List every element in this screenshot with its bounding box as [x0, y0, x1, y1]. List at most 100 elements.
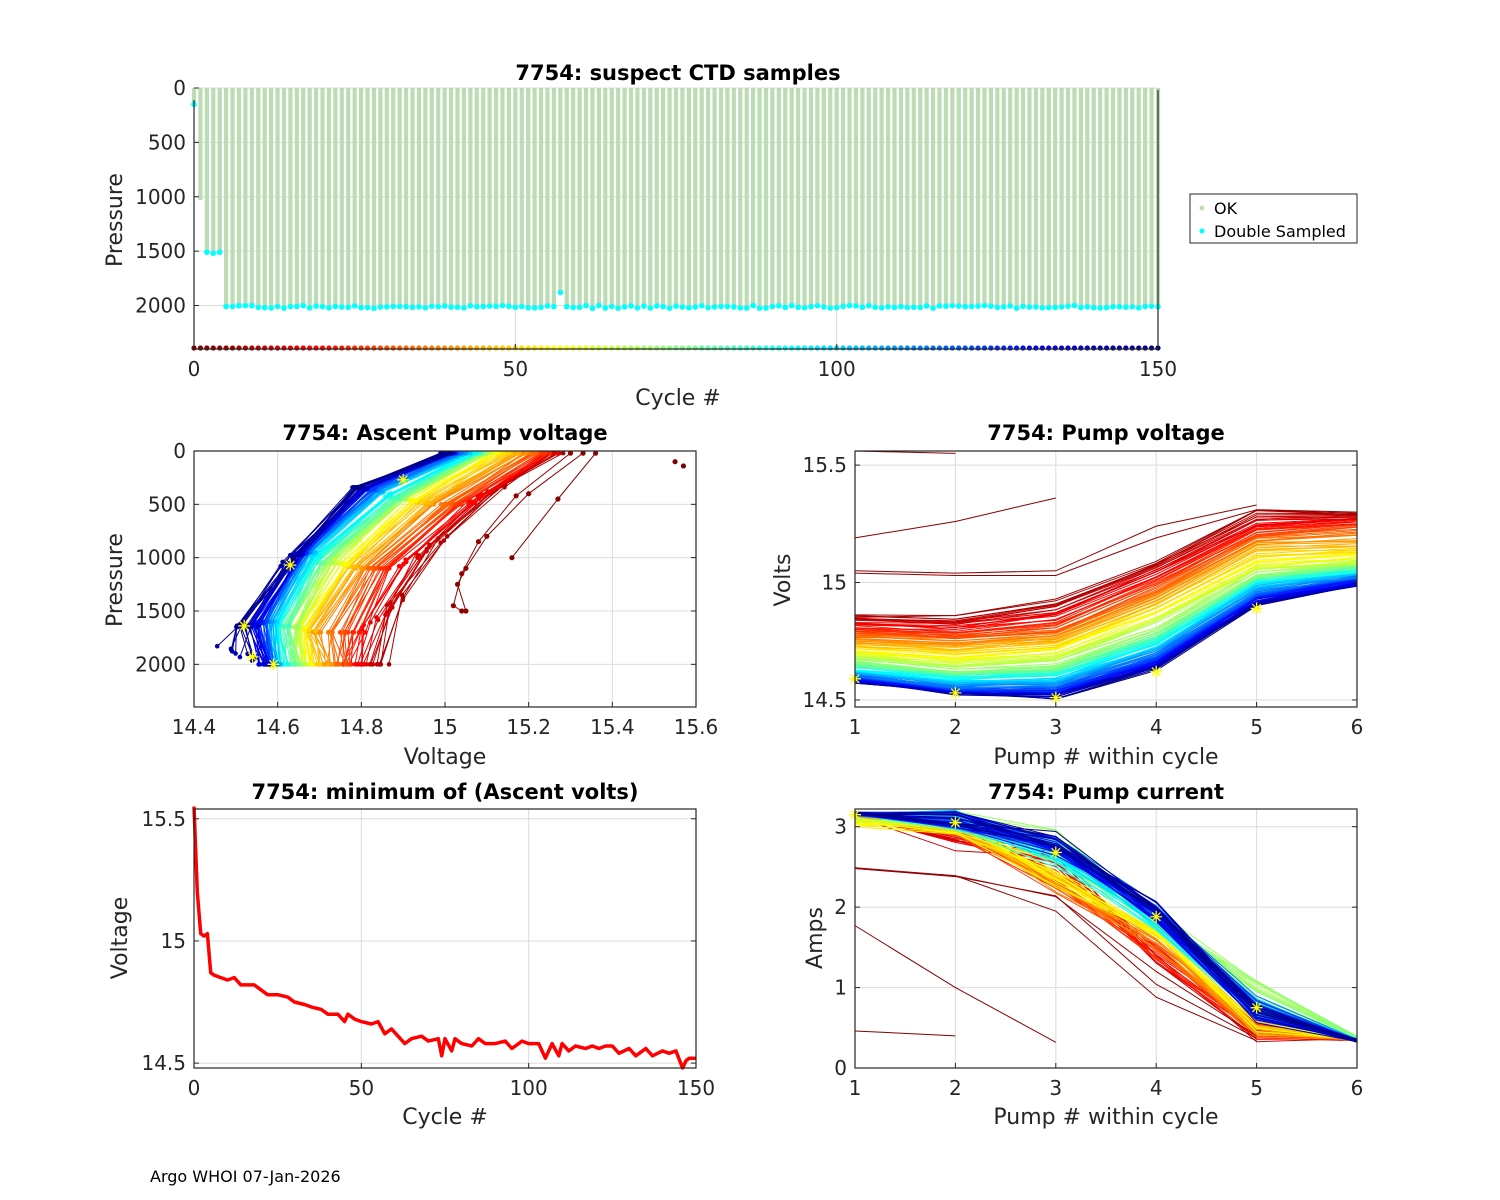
- cycle-marker: [210, 345, 216, 351]
- cycle-marker: [737, 345, 743, 351]
- ok-sample-bar: [262, 88, 267, 307]
- ascent-voltage-point: [280, 559, 285, 565]
- pump-current-line: [854, 812, 1358, 1043]
- cycle-marker: [583, 345, 589, 351]
- double-sampled-point: [1123, 304, 1129, 310]
- ok-sample-bar: [1117, 88, 1122, 307]
- x-axis-label: Pump # within cycle: [993, 745, 1218, 770]
- double-sampled-point: [525, 304, 531, 311]
- ascent-voltage-point: [261, 662, 267, 667]
- ascent-voltage-point: [593, 450, 599, 456]
- ok-sample-bar: [403, 88, 409, 307]
- double-sampled-point: [1116, 304, 1123, 310]
- ok-sample-bar: [493, 88, 499, 307]
- x-tick-label: 150: [677, 1076, 715, 1100]
- x-tick-label: 5: [1250, 715, 1263, 739]
- double-sampled-point: [1058, 304, 1065, 310]
- pump-voltage-line: [854, 552, 1358, 658]
- ok-sample-bar: [718, 88, 724, 307]
- double-sampled-point: [236, 302, 242, 309]
- ok-sample-bar: [988, 88, 994, 307]
- double-sampled-point: [904, 304, 911, 311]
- ok-sample-bar: [905, 88, 910, 307]
- cycle-marker: [686, 345, 692, 351]
- ascent-voltage-point: [396, 563, 402, 569]
- ascent-voltage-point: [313, 628, 318, 633]
- ok-sample-bar: [397, 88, 402, 307]
- ascent-voltage-point: [325, 630, 331, 635]
- ok-sample-bar: [738, 88, 743, 307]
- ok-sample-bar: [1143, 88, 1148, 307]
- pump-current-line: [854, 811, 1358, 1041]
- pump-current-line: [854, 821, 1358, 1039]
- y-tick-label: 3: [834, 815, 847, 839]
- cycle-marker: [377, 345, 383, 351]
- pump-current-line: [854, 813, 1358, 1041]
- double-sampled-point: [1045, 304, 1052, 311]
- ok-sample-bar: [866, 88, 871, 307]
- x-tick-label: 15.6: [674, 715, 719, 739]
- ok-sample-bar: [230, 88, 235, 307]
- pump-voltage-line: [854, 509, 1358, 618]
- ascent-voltage-point: [438, 502, 444, 507]
- cycle-marker: [872, 345, 878, 351]
- ascent-voltage-point: [494, 450, 499, 456]
- pump-current-line: [854, 813, 1358, 1040]
- cycle-marker: [866, 345, 872, 351]
- ascent-voltage-point: [462, 450, 468, 456]
- cycle-marker: [949, 345, 955, 351]
- double-sampled-point: [1078, 304, 1084, 311]
- cycle-marker: [319, 345, 326, 351]
- double-sampled-point: [428, 303, 435, 309]
- ascent-voltage-point: [358, 565, 363, 570]
- double-sampled-point: [403, 303, 409, 310]
- x-tick-label: 50: [503, 357, 528, 381]
- pump-current-line: [854, 814, 1358, 1040]
- double-sampled-point: [390, 303, 397, 310]
- ok-sample-bar: [1123, 88, 1128, 307]
- cycle-marker: [917, 345, 923, 351]
- double-sampled-point: [1110, 303, 1116, 310]
- pump-current-line: [854, 813, 1358, 1041]
- ascent-voltage-point: [459, 571, 465, 577]
- pump-voltage-line: [854, 509, 1358, 576]
- ascent-voltage-point: [386, 662, 392, 667]
- ok-sample-bar: [667, 88, 672, 307]
- double-sampled-point: [782, 304, 789, 311]
- pump-current-line: [854, 813, 1358, 1041]
- cycle-marker: [551, 345, 557, 351]
- double-sampled-point: [756, 305, 763, 311]
- cycle-marker: [358, 345, 364, 351]
- cycle-marker: [435, 345, 441, 351]
- ascent-voltage-point: [463, 565, 469, 571]
- pump-current-line: [854, 819, 1358, 1038]
- double-sampled-point: [866, 302, 872, 309]
- x-tick-label: 2: [949, 1076, 962, 1100]
- ok-sample-bar: [680, 88, 685, 307]
- ok-sample-bar: [796, 88, 801, 307]
- ok-sample-bar: [281, 88, 287, 307]
- cycle-marker: [724, 345, 731, 351]
- double-sampled-point: [409, 304, 416, 311]
- double-sampled-point: [261, 304, 268, 311]
- ok-sample-bar: [821, 88, 826, 307]
- ascent-voltage-point: [333, 662, 338, 667]
- ascent-voltage-point: [502, 484, 507, 490]
- y-tick-label: 0: [173, 76, 186, 100]
- star-marker: [284, 559, 297, 572]
- double-sampled-point: [821, 304, 827, 310]
- y-tick-label: 14.5: [802, 688, 847, 712]
- double-sampled-point: [1007, 303, 1013, 309]
- ok-sample-bar: [198, 88, 203, 201]
- pump-voltage-line: [854, 553, 1358, 660]
- pump-current-line: [854, 813, 1358, 1039]
- cycle-marker: [197, 345, 204, 351]
- ascent-voltage-point: [344, 630, 349, 635]
- star-marker: [1250, 602, 1263, 615]
- ascent-voltage-point: [318, 630, 324, 635]
- double-sampled-point: [435, 303, 442, 310]
- ascent-voltage-point: [411, 497, 417, 503]
- y-tick-label: 0: [173, 439, 186, 463]
- cycle-marker: [814, 345, 820, 351]
- x-tick-label: 15.2: [506, 715, 551, 739]
